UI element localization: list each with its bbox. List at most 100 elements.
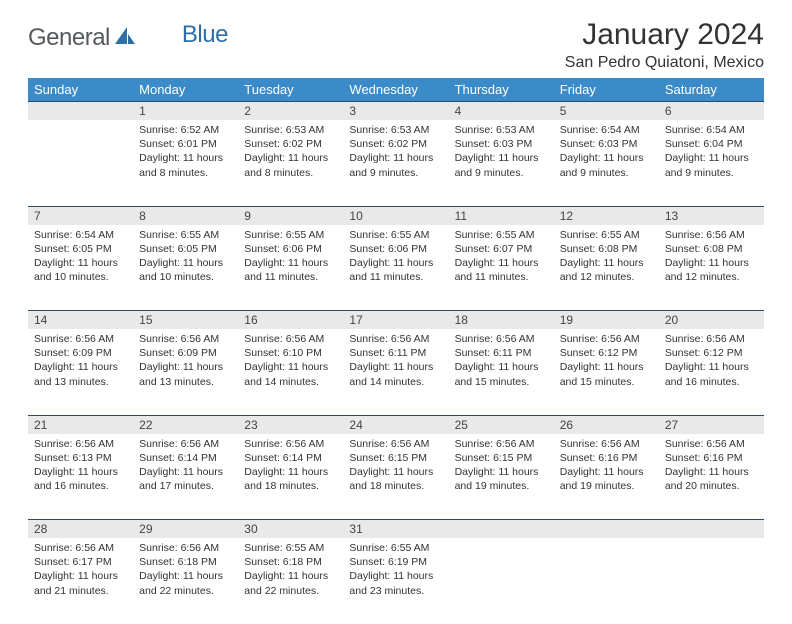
day-cell-line: Sunrise: 6:56 AM	[560, 437, 653, 451]
day-cell-line: Daylight: 11 hours	[244, 360, 337, 374]
day-number-cell: 2	[238, 102, 343, 121]
day-number-cell: 4	[449, 102, 554, 121]
day-cell-line: Sunrise: 6:54 AM	[34, 228, 127, 242]
day-cell-line: and 22 minutes.	[139, 584, 232, 598]
day-number-cell: 28	[28, 520, 133, 539]
day-cell-line: Daylight: 11 hours	[139, 360, 232, 374]
day-cell-line: Daylight: 11 hours	[560, 465, 653, 479]
day-cell-body: Sunrise: 6:56 AMSunset: 6:18 PMDaylight:…	[133, 538, 238, 602]
day-cell-line: Daylight: 11 hours	[244, 569, 337, 583]
day-cell-line: and 20 minutes.	[665, 479, 758, 493]
day-cell: Sunrise: 6:56 AMSunset: 6:10 PMDaylight:…	[238, 329, 343, 415]
day-number-cell: 23	[238, 415, 343, 434]
day-cell-line: and 9 minutes.	[665, 166, 758, 180]
day-number-cell: 10	[343, 206, 448, 225]
day-cell-body: Sunrise: 6:53 AMSunset: 6:03 PMDaylight:…	[449, 120, 554, 184]
day-cell-line: Sunrise: 6:56 AM	[34, 332, 127, 346]
day-cell-line: and 15 minutes.	[455, 375, 548, 389]
day-header: Thursday	[449, 78, 554, 102]
page-subtitle: San Pedro Quiatoni, Mexico	[565, 54, 764, 72]
day-number-cell: 3	[343, 102, 448, 121]
day-number-cell	[659, 520, 764, 539]
day-cell-line: and 18 minutes.	[349, 479, 442, 493]
day-number-cell: 27	[659, 415, 764, 434]
day-cell: Sunrise: 6:56 AMSunset: 6:18 PMDaylight:…	[133, 538, 238, 624]
day-cell: Sunrise: 6:55 AMSunset: 6:07 PMDaylight:…	[449, 225, 554, 311]
day-cell-line: Daylight: 11 hours	[665, 360, 758, 374]
page-title: January 2024	[565, 18, 764, 52]
day-cell-line: Sunset: 6:15 PM	[455, 451, 548, 465]
day-cell-line: Daylight: 11 hours	[560, 151, 653, 165]
day-cell-line: Daylight: 11 hours	[139, 256, 232, 270]
day-cell-line: and 16 minutes.	[665, 375, 758, 389]
day-cell-line: and 12 minutes.	[665, 270, 758, 284]
day-header: Monday	[133, 78, 238, 102]
day-cell: Sunrise: 6:54 AMSunset: 6:03 PMDaylight:…	[554, 120, 659, 206]
day-cell-line: Sunrise: 6:56 AM	[665, 332, 758, 346]
day-cell-line: Sunset: 6:14 PM	[139, 451, 232, 465]
day-cell-line: Daylight: 11 hours	[349, 151, 442, 165]
day-cell: Sunrise: 6:56 AMSunset: 6:17 PMDaylight:…	[28, 538, 133, 624]
day-cell-line: Sunset: 6:12 PM	[665, 346, 758, 360]
day-number-cell: 12	[554, 206, 659, 225]
day-number-cell: 21	[28, 415, 133, 434]
day-header: Sunday	[28, 78, 133, 102]
day-number-cell: 16	[238, 311, 343, 330]
day-cell-body: Sunrise: 6:54 AMSunset: 6:04 PMDaylight:…	[659, 120, 764, 184]
day-cell: Sunrise: 6:56 AMSunset: 6:15 PMDaylight:…	[343, 434, 448, 520]
day-cell-line: and 11 minutes.	[349, 270, 442, 284]
day-cell-line: Sunrise: 6:53 AM	[349, 123, 442, 137]
day-cell: Sunrise: 6:56 AMSunset: 6:15 PMDaylight:…	[449, 434, 554, 520]
day-cell-line: Daylight: 11 hours	[349, 465, 442, 479]
day-header: Saturday	[659, 78, 764, 102]
day-cell-line: Sunset: 6:05 PM	[34, 242, 127, 256]
day-cell-line: Daylight: 11 hours	[244, 465, 337, 479]
week-row: Sunrise: 6:56 AMSunset: 6:13 PMDaylight:…	[28, 434, 764, 520]
week-row: Sunrise: 6:56 AMSunset: 6:17 PMDaylight:…	[28, 538, 764, 624]
day-cell-line: Sunrise: 6:52 AM	[139, 123, 232, 137]
day-number-cell: 15	[133, 311, 238, 330]
day-cell-line: Sunset: 6:08 PM	[560, 242, 653, 256]
day-cell-body: Sunrise: 6:56 AMSunset: 6:12 PMDaylight:…	[554, 329, 659, 393]
day-cell-line: Sunrise: 6:56 AM	[455, 437, 548, 451]
day-cell-line: Sunset: 6:09 PM	[34, 346, 127, 360]
day-cell-body: Sunrise: 6:56 AMSunset: 6:10 PMDaylight:…	[238, 329, 343, 393]
day-cell-line: Daylight: 11 hours	[665, 256, 758, 270]
day-number-cell: 18	[449, 311, 554, 330]
day-cell-body: Sunrise: 6:55 AMSunset: 6:06 PMDaylight:…	[238, 225, 343, 289]
day-cell	[28, 120, 133, 206]
day-cell-line: Sunrise: 6:56 AM	[455, 332, 548, 346]
day-cell-body: Sunrise: 6:55 AMSunset: 6:18 PMDaylight:…	[238, 538, 343, 602]
day-cell-line: Daylight: 11 hours	[665, 151, 758, 165]
day-cell-line: and 15 minutes.	[560, 375, 653, 389]
day-cell: Sunrise: 6:56 AMSunset: 6:08 PMDaylight:…	[659, 225, 764, 311]
day-cell-line: Sunset: 6:02 PM	[349, 137, 442, 151]
day-number-cell: 20	[659, 311, 764, 330]
day-header-row: Sunday Monday Tuesday Wednesday Thursday…	[28, 78, 764, 102]
day-cell-line: Sunrise: 6:53 AM	[244, 123, 337, 137]
day-cell-body: Sunrise: 6:55 AMSunset: 6:08 PMDaylight:…	[554, 225, 659, 289]
logo-sail-icon	[114, 26, 136, 51]
day-cell-body: Sunrise: 6:54 AMSunset: 6:03 PMDaylight:…	[554, 120, 659, 184]
day-cell-line: Sunrise: 6:54 AM	[665, 123, 758, 137]
day-cell-line: Daylight: 11 hours	[455, 151, 548, 165]
day-cell-line: Sunrise: 6:55 AM	[244, 541, 337, 555]
day-cell-body: Sunrise: 6:56 AMSunset: 6:14 PMDaylight:…	[238, 434, 343, 498]
day-number-cell: 29	[133, 520, 238, 539]
day-cell: Sunrise: 6:56 AMSunset: 6:12 PMDaylight:…	[659, 329, 764, 415]
day-number-cell: 11	[449, 206, 554, 225]
day-cell: Sunrise: 6:55 AMSunset: 6:19 PMDaylight:…	[343, 538, 448, 624]
day-cell-line: and 8 minutes.	[244, 166, 337, 180]
day-number-row: 14151617181920	[28, 311, 764, 330]
day-cell-body: Sunrise: 6:56 AMSunset: 6:15 PMDaylight:…	[343, 434, 448, 498]
day-cell-line: Sunrise: 6:55 AM	[349, 228, 442, 242]
day-number-cell: 14	[28, 311, 133, 330]
day-cell-line: Daylight: 11 hours	[349, 569, 442, 583]
day-cell-line: Sunrise: 6:53 AM	[455, 123, 548, 137]
day-cell-line: and 11 minutes.	[455, 270, 548, 284]
day-cell-line: and 13 minutes.	[34, 375, 127, 389]
day-cell: Sunrise: 6:56 AMSunset: 6:16 PMDaylight:…	[659, 434, 764, 520]
day-number-cell: 7	[28, 206, 133, 225]
day-number-cell: 17	[343, 311, 448, 330]
day-cell-line: Sunset: 6:12 PM	[560, 346, 653, 360]
